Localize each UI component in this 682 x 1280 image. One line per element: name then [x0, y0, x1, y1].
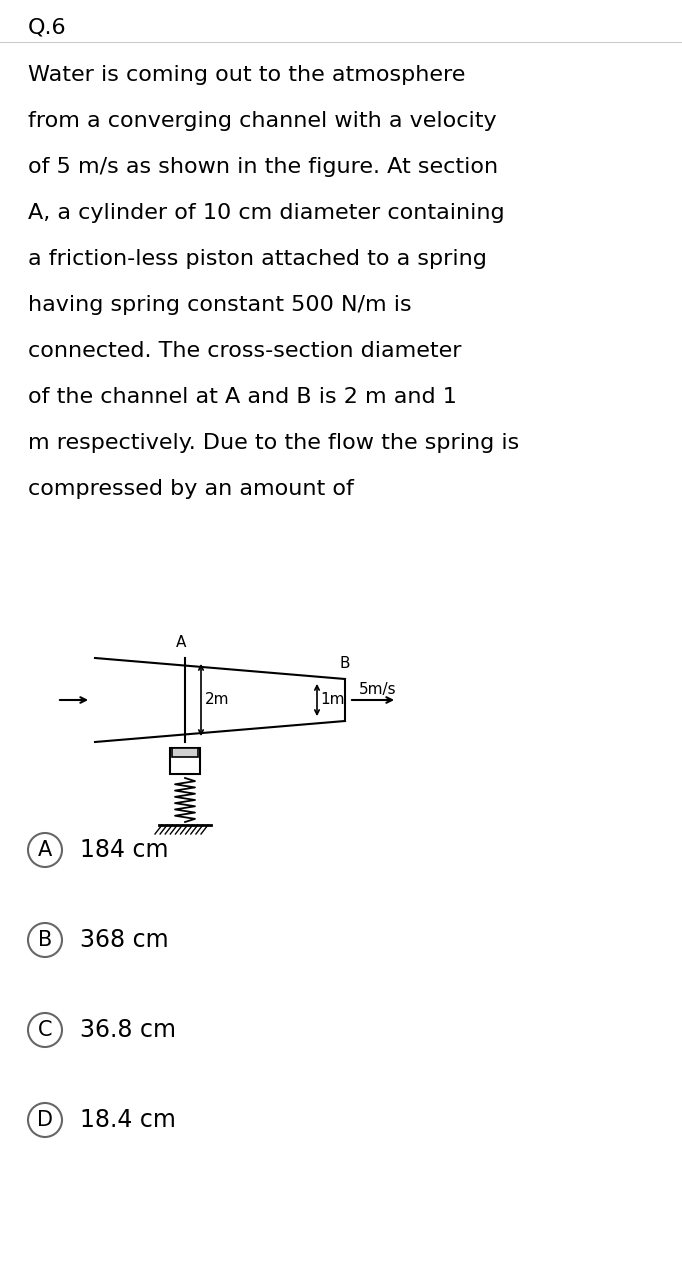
- Bar: [170, 748, 200, 774]
- Text: 36.8 cm: 36.8 cm: [80, 1018, 176, 1042]
- Text: Q.6: Q.6: [28, 18, 67, 38]
- Text: 18.4 cm: 18.4 cm: [80, 1108, 176, 1132]
- Text: B: B: [340, 655, 351, 671]
- Text: A, a cylinder of 10 cm diameter containing: A, a cylinder of 10 cm diameter containi…: [28, 204, 505, 223]
- Text: 1m: 1m: [320, 692, 344, 708]
- Text: C: C: [38, 1020, 53, 1039]
- Text: of 5 m/s as shown in the figure. At section: of 5 m/s as shown in the figure. At sect…: [28, 157, 498, 177]
- Text: connected. The cross-section diameter: connected. The cross-section diameter: [28, 340, 462, 361]
- Text: from a converging channel with a velocity: from a converging channel with a velocit…: [28, 111, 496, 131]
- Text: D: D: [37, 1110, 53, 1130]
- Text: compressed by an amount of: compressed by an amount of: [28, 479, 354, 499]
- Text: A: A: [38, 840, 52, 860]
- Text: a friction-less piston attached to a spring: a friction-less piston attached to a spr…: [28, 250, 487, 269]
- Text: Water is coming out to the atmosphere: Water is coming out to the atmosphere: [28, 65, 465, 84]
- Text: 2m: 2m: [205, 692, 230, 708]
- Text: B: B: [38, 931, 52, 950]
- Text: 368 cm: 368 cm: [80, 928, 168, 952]
- Text: A: A: [176, 635, 186, 650]
- Text: 5m/s: 5m/s: [359, 682, 397, 698]
- Text: having spring constant 500 N/m is: having spring constant 500 N/m is: [28, 294, 412, 315]
- Text: 184 cm: 184 cm: [80, 838, 168, 861]
- Text: m respectively. Due to the flow the spring is: m respectively. Due to the flow the spri…: [28, 433, 519, 453]
- Text: of the channel at A and B is 2 m and 1: of the channel at A and B is 2 m and 1: [28, 387, 457, 407]
- Bar: [172, 748, 198, 756]
